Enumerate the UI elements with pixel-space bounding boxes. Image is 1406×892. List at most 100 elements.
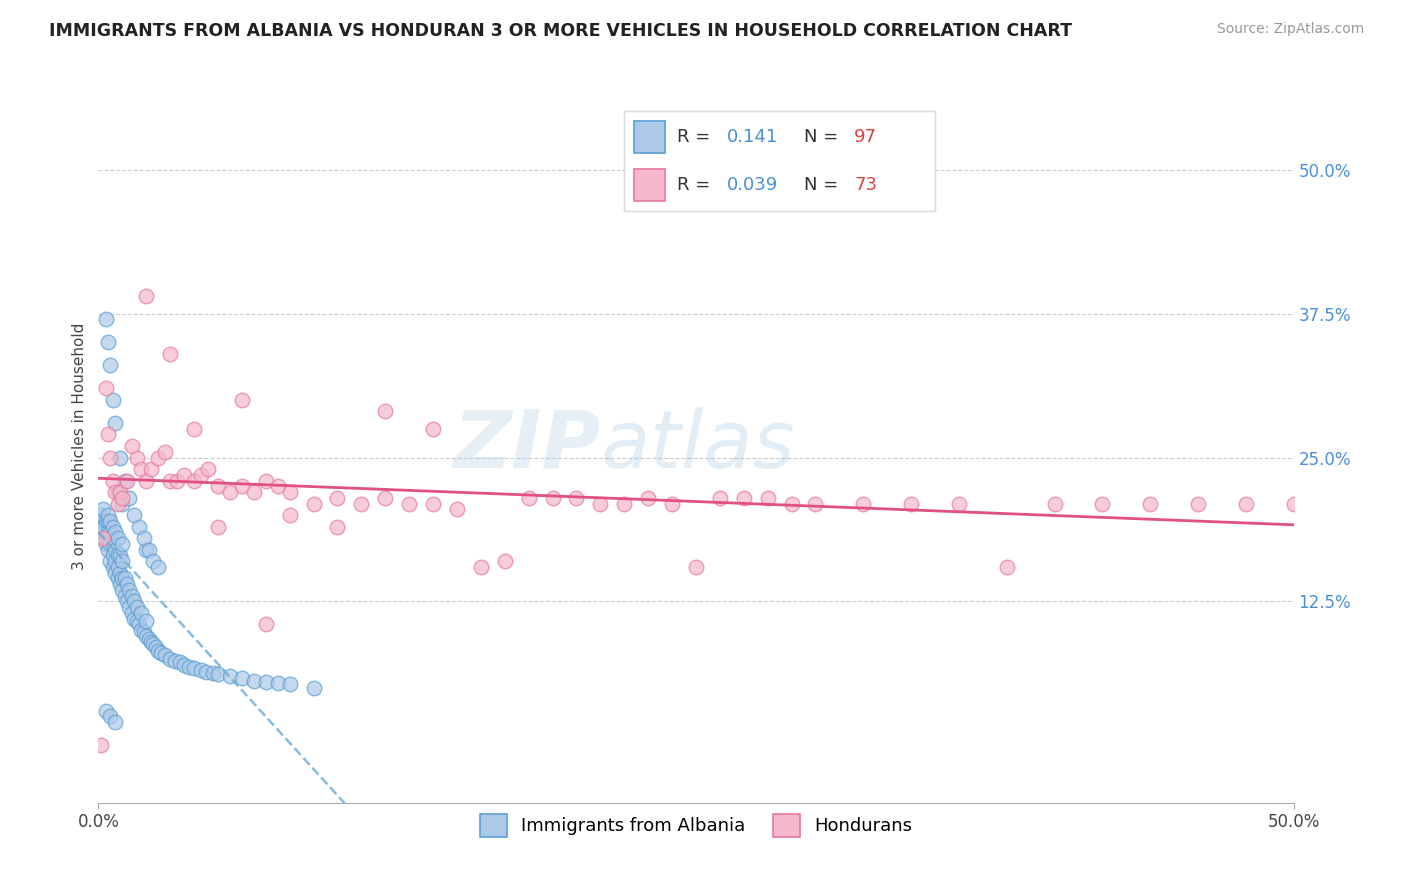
Point <box>207 519 229 533</box>
Point <box>159 347 181 361</box>
Point <box>709 491 731 505</box>
Point <box>243 673 266 688</box>
Point <box>94 704 117 718</box>
Point <box>661 497 683 511</box>
Point <box>98 450 122 465</box>
Point <box>97 335 120 350</box>
Point <box>267 479 290 493</box>
Point <box>589 497 612 511</box>
Point <box>101 474 124 488</box>
Point <box>169 656 191 670</box>
Point <box>104 715 127 730</box>
Point <box>142 637 165 651</box>
Point <box>111 497 134 511</box>
Point <box>733 491 755 505</box>
Point <box>101 549 124 563</box>
Text: Source: ZipAtlas.com: Source: ZipAtlas.com <box>1216 22 1364 37</box>
Point <box>111 491 134 505</box>
Point <box>104 542 127 557</box>
Point <box>207 666 229 681</box>
Point <box>111 537 134 551</box>
Point <box>107 531 129 545</box>
Point <box>98 514 122 528</box>
Point <box>163 654 186 668</box>
Point <box>101 392 124 407</box>
Point <box>374 404 396 418</box>
Point <box>101 519 124 533</box>
Point <box>267 676 290 690</box>
Point <box>195 665 218 679</box>
Point <box>124 594 146 608</box>
Point <box>278 485 301 500</box>
Point <box>104 416 127 430</box>
Point <box>91 519 114 533</box>
Point <box>613 497 636 511</box>
Point <box>1187 497 1209 511</box>
Point <box>107 559 129 574</box>
Point <box>398 497 420 511</box>
Point <box>190 664 212 678</box>
Point <box>132 531 155 545</box>
Point <box>254 675 277 690</box>
Point <box>374 491 396 505</box>
Point <box>326 519 349 533</box>
Point <box>145 640 167 655</box>
Point <box>995 559 1018 574</box>
Point <box>97 514 120 528</box>
Point <box>517 491 540 505</box>
Point <box>121 439 143 453</box>
Point <box>1091 497 1114 511</box>
Point <box>115 594 138 608</box>
Point <box>166 474 188 488</box>
Point <box>91 502 114 516</box>
Point <box>1234 497 1257 511</box>
Point <box>422 497 444 511</box>
Point <box>114 571 136 585</box>
Point <box>104 485 127 500</box>
Text: ZIP: ZIP <box>453 407 600 485</box>
Point <box>138 632 160 647</box>
Point <box>98 537 122 551</box>
Point <box>111 582 134 597</box>
Point <box>446 502 468 516</box>
Point <box>142 554 165 568</box>
Point <box>90 508 112 522</box>
Point <box>131 606 153 620</box>
Point <box>159 652 181 666</box>
Point <box>97 525 120 540</box>
Point <box>243 485 266 500</box>
Point <box>254 474 277 488</box>
Point <box>183 422 205 436</box>
Point <box>107 549 129 563</box>
Point <box>173 657 195 672</box>
Point <box>108 577 131 591</box>
Point <box>125 614 148 628</box>
Point <box>541 491 564 505</box>
Point <box>637 491 659 505</box>
Point <box>94 514 117 528</box>
Point <box>90 738 112 752</box>
Point <box>139 634 162 648</box>
Point <box>780 497 803 511</box>
Point <box>302 681 325 695</box>
Point <box>94 531 117 545</box>
Point <box>183 474 205 488</box>
Point <box>97 427 120 442</box>
Point <box>114 589 136 603</box>
Point <box>107 485 129 500</box>
Point <box>135 629 157 643</box>
Point <box>101 537 124 551</box>
Point <box>98 525 122 540</box>
Point <box>278 677 301 691</box>
Point <box>101 559 124 574</box>
Point <box>148 644 170 658</box>
Point <box>155 648 177 663</box>
Point <box>207 479 229 493</box>
Point <box>1043 497 1066 511</box>
Point <box>115 474 138 488</box>
Point <box>125 600 148 615</box>
Point <box>124 612 146 626</box>
Point <box>231 392 253 407</box>
Point <box>114 474 136 488</box>
Point <box>148 559 170 574</box>
